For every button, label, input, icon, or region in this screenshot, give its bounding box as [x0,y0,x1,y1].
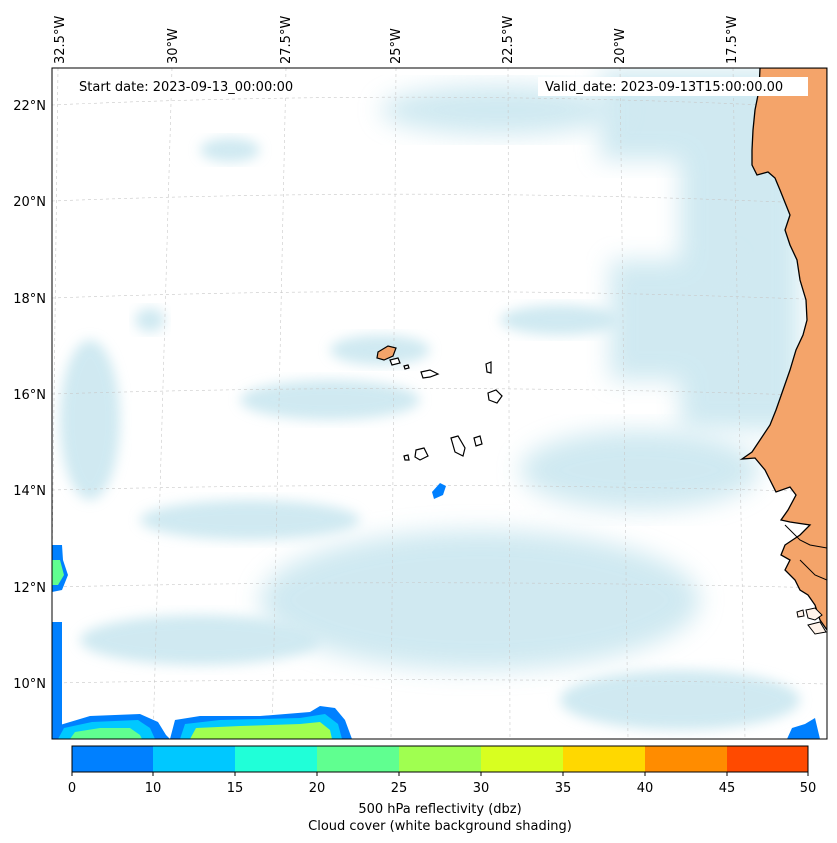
colorbar-tick-label: 40 [637,781,654,796]
latitude-label: 14°N [13,484,46,499]
cape-verde-islands [376,345,503,461]
latitude-label: 22°N [13,99,46,114]
reflectivity-blob [52,560,64,585]
longitude-label: 32.5°W [53,16,68,64]
border-line [799,559,827,581]
island-bijagos [796,609,805,618]
latitude-label: 12°N [13,581,46,596]
longitude-label: 22.5°W [501,16,516,64]
map-content [52,68,827,739]
colorbar-segment [72,746,154,772]
colorbar-segment [235,746,318,772]
longitude-label: 25°W [389,28,404,64]
colorbar-segment [317,746,400,772]
colorbar-sublabel: Cloud cover (white background shading) [308,819,572,834]
longitude-label: 30°W [166,28,181,64]
colorbar-tick-label: 25 [391,781,408,796]
longitude-label: 17.5°W [725,16,740,64]
start-date-label: Start date: 2023-09-13_00:00:00 [79,80,293,95]
land-africa [739,68,827,632]
longitude-labels: 32.5°W 30°W 27.5°W 25°W 22.5°W 20°W 17.5… [53,16,740,64]
colorbar-tick-label: 10 [145,781,162,796]
colorbar-tick-label: 0 [68,781,76,796]
graticule [52,68,827,739]
island-bijagos [805,607,823,621]
longitude-label: 20°W [613,28,628,64]
latitude-label: 10°N [13,677,46,692]
valid-date-box [538,77,808,96]
reflectivity-blob [787,718,820,739]
colorbar-ticks [71,772,809,776]
colorbar-tick-label: 20 [309,781,326,796]
colorbar-segment [153,746,236,772]
latitude-label: 20°N [13,195,46,210]
colorbar-tick-label: 45 [719,781,736,796]
latitude-labels: 22°N 20°N 18°N 16°N 14°N 12°N 10°N [13,99,46,692]
island-bijagos [807,621,827,635]
colorbar-tick-label: 35 [555,781,572,796]
reflectivity-blob [432,483,446,499]
colorbar-segment [481,746,564,772]
colorbar-tick-label: 30 [473,781,490,796]
colorbar-tick-label: 15 [227,781,244,796]
colorbar-label: 500 hPa reflectivity (dbz) [358,802,521,817]
colorbar: 0 10 15 20 25 30 35 40 45 50 500 hPa ref… [68,745,817,834]
reflectivity-blob [190,722,332,739]
colorbar-segment [727,746,808,772]
map-border [51,67,828,740]
colorbar-border [71,745,809,773]
colorbar-tick-label: 50 [800,781,817,796]
colorbar-segment [563,746,646,772]
reflectivity-field [52,483,820,739]
longitude-label: 27.5°W [279,16,294,64]
reflectivity-blob [52,622,62,739]
latitude-label: 16°N [13,388,46,403]
colorbar-segment [645,746,728,772]
latitude-label: 18°N [13,292,46,307]
border-line [784,524,827,549]
colorbar-segment [399,746,482,772]
reflectivity-blob [70,728,142,739]
valid-date-label: Valid_date: 2023-09-13T15:00:00.00 [545,80,783,95]
start-date-box [74,77,319,96]
